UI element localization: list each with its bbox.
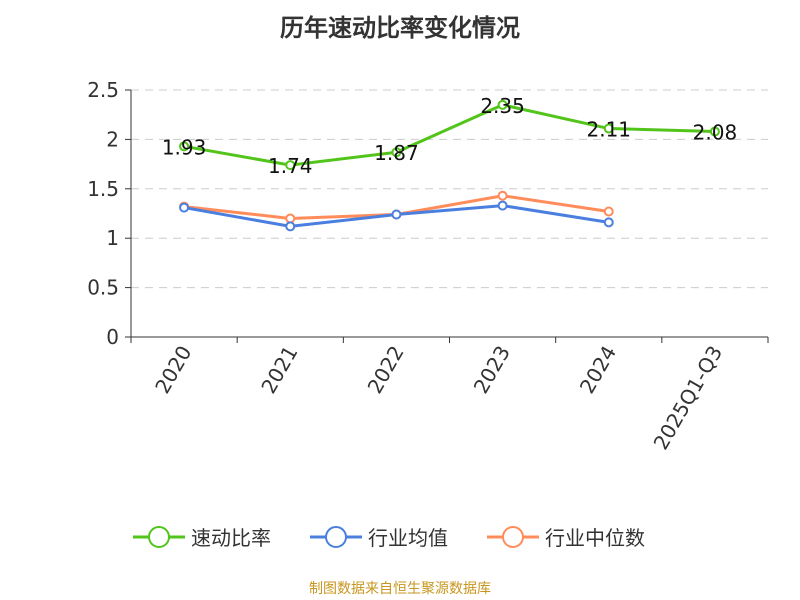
x-tick-label: 2022 [363,342,409,398]
series-line [183,103,715,167]
legend-marker-icon [133,525,185,548]
legend-item[interactable]: 行业均值 [310,522,448,551]
y-tick-label: 1.5 [87,177,119,201]
data-point [179,141,190,152]
x-tick-label: 2023 [469,342,515,398]
data-point [497,200,508,211]
data-point [603,123,614,134]
data-point [285,160,296,171]
legend-label: 行业中位数 [545,526,645,550]
legend-label: 速动比率 [191,526,271,550]
y-tick-label: 0.5 [87,276,119,300]
y-tick-label: 0 [106,325,119,349]
y-tick-label: 2.5 [87,78,119,102]
x-tick-label: 2021 [256,342,302,398]
data-point [285,213,296,224]
legend-marker-icon [487,525,539,548]
data-point [497,99,508,110]
legend-item[interactable]: 行业中位数 [487,522,645,551]
legend-label: 行业均值 [368,526,448,550]
x-tick-label: 2020 [150,342,196,398]
data-point [497,190,508,201]
data-label: 1.87 [374,141,419,165]
data-point [603,206,614,217]
y-tick-label: 1 [106,226,119,250]
data-label: 2.08 [693,120,738,144]
legend-marker-icon [310,525,362,548]
legend-item[interactable]: 速动比率 [133,522,271,551]
data-point [179,202,190,213]
x-tick-label: 2025Q1-Q3 [649,342,728,454]
data-point [709,126,720,137]
data-point [391,209,402,220]
data-label: 1.74 [268,154,313,178]
data-label: 2.11 [586,118,631,142]
y-tick-label: 2 [106,127,119,151]
x-tick-label: 2024 [575,342,621,398]
data-point [603,217,614,228]
chart-title: 历年速动比率变化情况 [280,14,520,42]
data-label: 1.93 [162,135,207,159]
data-point [391,147,402,158]
data-label: 2.35 [480,94,525,118]
source-note: 制图数据来自恒生聚源数据库 [309,581,491,597]
data-point [285,221,296,232]
